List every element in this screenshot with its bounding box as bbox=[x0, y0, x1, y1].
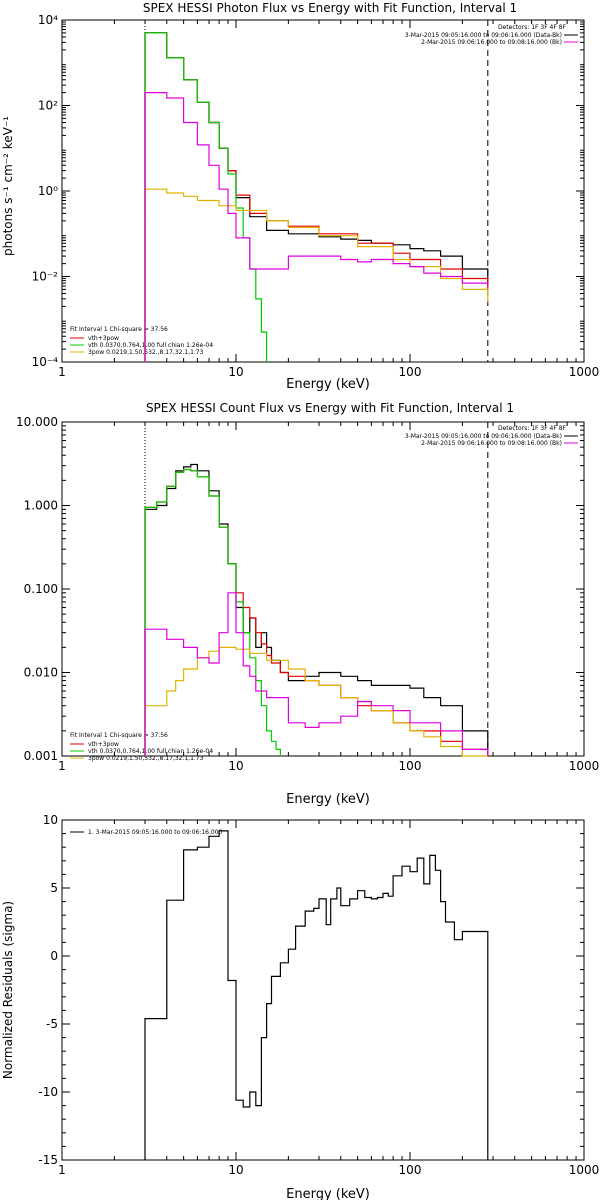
panel3-plot-frame bbox=[61, 819, 585, 1161]
panel1-y-tick-label: 10⁴ bbox=[38, 13, 58, 27]
panel1-x-tick-label: 1000 bbox=[569, 365, 600, 379]
panel2-xlabel: Energy (keV) bbox=[286, 792, 370, 807]
panel1-legend-3pow: 3pow 0.0219,1.50,532.,8.17,32.1,1.73 bbox=[88, 349, 204, 356]
panel2-y-tick-label: 1.000 bbox=[24, 499, 58, 513]
panel1-legend-data-bk: 3-Mar-2015 09:05:16.000 to 09:06:16.000 … bbox=[405, 32, 562, 39]
count-flux-panel: SPEX HESSI Count Flux vs Energy with Fit… bbox=[70, 401, 578, 807]
panel2-legend-3pow: 3pow 0.0219,1.50,532.,8.17,32.1,1.73 bbox=[88, 755, 204, 762]
panel2-x-tick-label: 1000 bbox=[569, 759, 600, 773]
panel2-legend-vth: vth 0.0370,0.764,1.00 full chian 1.26e-0… bbox=[88, 748, 213, 755]
panel1-title: SPEX HESSI Photon Flux vs Energy with Fi… bbox=[143, 1, 517, 15]
panel3-y-tick-label: 0 bbox=[50, 949, 58, 963]
panel2-series-vth bbox=[144, 468, 281, 756]
panel2-series-3pow bbox=[144, 646, 488, 757]
panel2-legend-bk: 2-Mar-2015 09:06:16.000 to 09:08:16.000 … bbox=[421, 440, 562, 447]
panel1-x-tick-label: 1 bbox=[58, 365, 66, 379]
panel1-legend-detectors: Detectors: 1F 3F 4F 8F bbox=[498, 24, 567, 31]
panel1-fit-info: Fit Interval 1 Chi-square = 37.56 bbox=[70, 326, 168, 333]
panel3-series-residuals bbox=[144, 830, 489, 1160]
panel3-y-tick-label: -10 bbox=[38, 1085, 58, 1099]
panel1-y-tick-label: 10² bbox=[38, 99, 58, 113]
residuals-panel: Energy (keV) Normalized Residuals (sigma… bbox=[1, 829, 370, 1200]
panel2-y-tick-label: 0.010 bbox=[24, 666, 58, 680]
panel2-legend-vth3pow: vth+3pow bbox=[88, 741, 119, 748]
panel1-y-tick-label: 10⁰ bbox=[38, 184, 58, 198]
panel3-x-tick-label: 10 bbox=[228, 1163, 243, 1177]
panel3-legend: 1. 3-Mar-2015 09:05:16.000 to 09:06:16.0… bbox=[88, 829, 223, 836]
panel3-ylabel: Normalized Residuals (sigma) bbox=[1, 901, 15, 1079]
panel1-series-vth bbox=[144, 32, 268, 362]
panel2-legend-data-bk: 3-Mar-2015 09:05:16.000 to 09:06:16.000 … bbox=[405, 433, 562, 440]
panel3-x-tick-label: 1000 bbox=[569, 1163, 600, 1177]
panel3-y-tick-label: 5 bbox=[50, 881, 58, 895]
panel3-x-tick-label: 100 bbox=[399, 1163, 422, 1177]
panel2-x-tick-label: 10 bbox=[228, 759, 243, 773]
panel1-x-tick-label: 10 bbox=[228, 365, 243, 379]
panel3-y-tick-label: -15 bbox=[38, 1153, 58, 1167]
panel1-y-tick-label: 10⁻² bbox=[32, 270, 59, 284]
panel3-y-tick-label: 10 bbox=[43, 813, 58, 827]
panel1-xlabel: Energy (keV) bbox=[286, 377, 370, 392]
panel1-x-tick-label: 100 bbox=[399, 365, 422, 379]
panel2-title: SPEX HESSI Count Flux vs Energy with Fit… bbox=[146, 401, 514, 415]
panel1-ylabel: photons s⁻¹ cm⁻² keV⁻¹ bbox=[1, 116, 15, 256]
panel1-y-tick-label: 10⁻⁴ bbox=[32, 355, 59, 369]
panel1-legend-vth: vth 0.0370,0.764,1.00 full chian 1.26e-0… bbox=[88, 342, 213, 349]
panel3-y-tick-label: -5 bbox=[46, 1017, 58, 1031]
panel2-y-tick-label: 0.100 bbox=[24, 582, 58, 596]
panel2-y-tick-label: 0.001 bbox=[24, 749, 58, 763]
panel2-series-bk bbox=[144, 592, 489, 756]
panel2-fit-info: Fit Interval 1 Chi-square = 37.56 bbox=[70, 732, 168, 739]
panel1-series-bk bbox=[144, 92, 489, 362]
panel1-series-3pow bbox=[144, 188, 489, 362]
panel2-y-tick-label: 10.000 bbox=[16, 415, 58, 429]
panel2-legend-detectors: Detectors: 1F 3F 4F 8F bbox=[498, 425, 567, 432]
photon-flux-panel: SPEX HESSI Photon Flux vs Energy with Fi… bbox=[1, 1, 578, 392]
panel1-legend-bk: 2-Mar-2015 09:06:16.000 to 09:08:16.000 … bbox=[421, 39, 562, 46]
panel3-x-tick-label: 1 bbox=[58, 1163, 66, 1177]
panel2-x-tick-label: 100 bbox=[399, 759, 422, 773]
panel1-legend-vth3pow: vth+3pow bbox=[88, 335, 119, 342]
panel2-x-tick-label: 1 bbox=[58, 759, 66, 773]
panel3-xlabel: Energy (keV) bbox=[286, 1187, 370, 1200]
